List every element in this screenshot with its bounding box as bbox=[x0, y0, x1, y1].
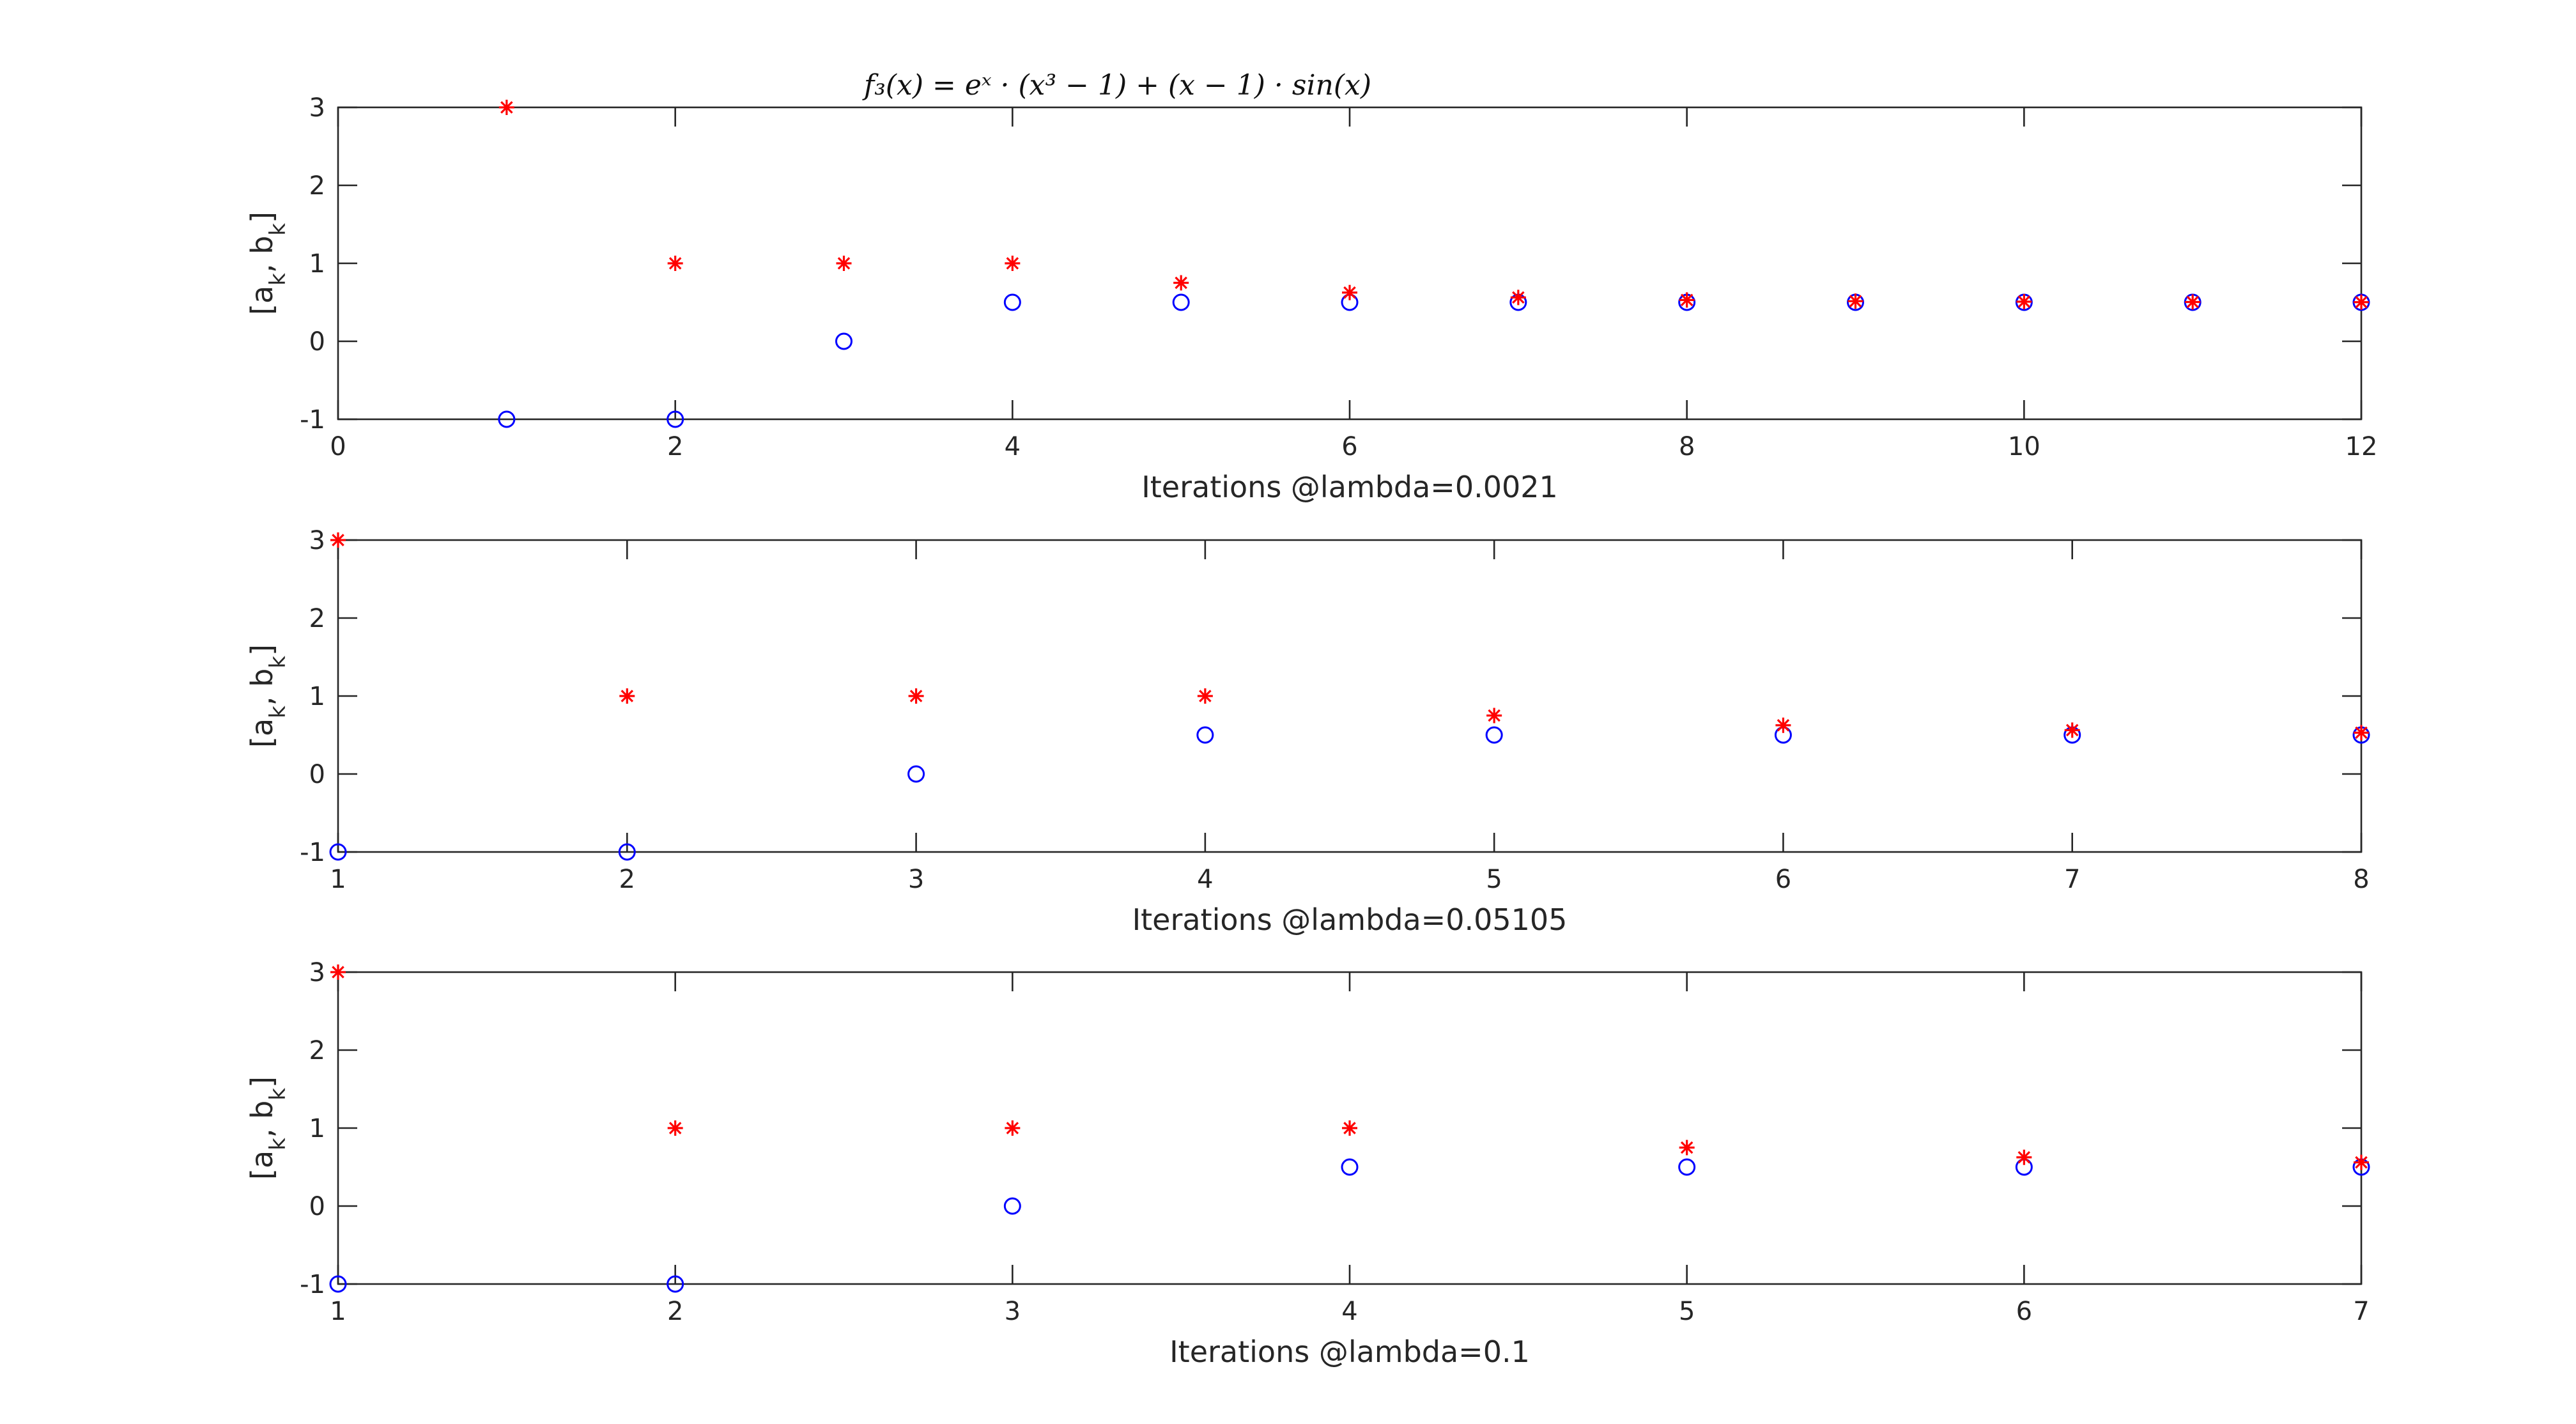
circle-marker bbox=[1003, 1197, 1021, 1215]
x-tick-label: 3 bbox=[908, 865, 924, 894]
star-marker bbox=[1173, 275, 1189, 291]
y-tick-label: 2 bbox=[309, 1036, 325, 1065]
x-tick-label: 5 bbox=[1679, 1297, 1695, 1326]
circle-marker bbox=[835, 332, 852, 350]
star-marker bbox=[1847, 293, 1863, 309]
star-marker bbox=[1486, 708, 1502, 724]
circle-marker bbox=[618, 843, 636, 861]
star-marker bbox=[1342, 1120, 1357, 1136]
y-axis-label: [ak, bk] bbox=[245, 644, 291, 748]
x-tick-label: 5 bbox=[1486, 865, 1502, 894]
y-tick-label: 1 bbox=[309, 682, 325, 711]
star-marker bbox=[498, 100, 514, 115]
star-marker bbox=[2354, 725, 2369, 741]
circle-marker bbox=[1196, 726, 1214, 744]
series-b bbox=[330, 964, 2369, 1170]
x-axis-label: Iterations @lambda=0.1 bbox=[1169, 1335, 1530, 1369]
star-marker bbox=[2354, 294, 2369, 310]
star-marker bbox=[2016, 294, 2032, 310]
series-b bbox=[498, 100, 2369, 310]
y-tick-label: -1 bbox=[300, 405, 325, 435]
y-tick-label: 1 bbox=[309, 1114, 325, 1143]
star-marker bbox=[836, 256, 852, 271]
circle-marker bbox=[498, 410, 516, 428]
y-tick-label: 2 bbox=[309, 171, 325, 201]
circle-marker bbox=[1003, 293, 1021, 311]
y-tick-label: 3 bbox=[309, 526, 325, 555]
x-tick-label: 1 bbox=[330, 1297, 346, 1326]
x-tick-label: 4 bbox=[1341, 1297, 1357, 1326]
x-tick-label: 7 bbox=[2064, 865, 2080, 894]
circle-marker bbox=[329, 843, 347, 861]
star-marker bbox=[908, 688, 924, 704]
series-b bbox=[330, 532, 2369, 741]
x-tick-label: 6 bbox=[1775, 865, 1791, 894]
x-tick-label: 7 bbox=[2353, 1297, 2369, 1326]
figure-title: f₃(x) = eˣ · (x³ − 1) + (x − 1) · sin(x) bbox=[862, 69, 1371, 102]
x-tick-label: 1 bbox=[330, 865, 346, 894]
circle-marker bbox=[667, 410, 684, 428]
x-tick-label: 4 bbox=[1005, 432, 1021, 461]
star-marker bbox=[1197, 688, 1213, 704]
circle-marker bbox=[1485, 726, 1503, 744]
x-axis-label: Iterations @lambda=0.0021 bbox=[1141, 470, 1558, 504]
x-axis-label: Iterations @lambda=0.05105 bbox=[1132, 902, 1568, 937]
x-tick-label: 2 bbox=[667, 1297, 683, 1326]
y-axis-label: [ak, bk] bbox=[245, 212, 291, 315]
y-tick-label: 2 bbox=[309, 604, 325, 633]
y-tick-label: 0 bbox=[309, 1192, 325, 1221]
star-marker bbox=[1679, 1140, 1695, 1156]
star-marker bbox=[330, 532, 346, 548]
y-tick-label: -1 bbox=[300, 1270, 325, 1299]
x-tick-label: 2 bbox=[619, 865, 635, 894]
x-tick-label: 0 bbox=[330, 432, 346, 461]
circle-marker bbox=[1172, 293, 1190, 311]
star-marker bbox=[1005, 256, 1021, 271]
star-marker bbox=[667, 256, 683, 271]
star-marker bbox=[1342, 284, 1357, 300]
x-tick-label: 10 bbox=[2008, 432, 2040, 461]
star-marker bbox=[1005, 1120, 1021, 1136]
x-tick-label: 2 bbox=[667, 432, 683, 461]
y-tick-label: 1 bbox=[309, 249, 325, 279]
x-tick-label: 4 bbox=[1197, 865, 1213, 894]
y-tick-label: 3 bbox=[309, 958, 325, 987]
circle-marker bbox=[1341, 1158, 1359, 1176]
circle-marker bbox=[1678, 1158, 1696, 1176]
star-marker bbox=[1775, 717, 1791, 733]
x-tick-label: 8 bbox=[2353, 865, 2369, 894]
star-marker bbox=[330, 964, 346, 980]
star-marker bbox=[1510, 290, 1526, 306]
star-marker bbox=[2064, 722, 2080, 738]
x-tick-label: 6 bbox=[2016, 1297, 2032, 1326]
y-tick-label: -1 bbox=[300, 838, 325, 867]
star-marker bbox=[619, 688, 635, 704]
circle-marker bbox=[329, 1275, 347, 1293]
x-tick-label: 8 bbox=[1679, 432, 1695, 461]
x-tick-label: 12 bbox=[2345, 432, 2378, 461]
y-tick-label: 0 bbox=[309, 327, 325, 357]
star-marker bbox=[2354, 1154, 2369, 1170]
subplot-3: 1 2 3 4 5 6 7 -1 0 1 2 3 Iterations @lambda=0.1 [ak, … bbox=[245, 958, 2370, 1369]
circle-marker bbox=[907, 765, 925, 783]
y-tick-label: 0 bbox=[309, 760, 325, 789]
star-marker bbox=[2185, 294, 2201, 310]
x-tick-label: 3 bbox=[1005, 1297, 1021, 1326]
y-axis-label: [ak, bk] bbox=[245, 1076, 291, 1180]
x-tick-label: 6 bbox=[1341, 432, 1357, 461]
y-tick-label: 3 bbox=[309, 93, 325, 123]
circle-marker bbox=[667, 1275, 684, 1293]
star-marker bbox=[1679, 292, 1695, 308]
subplot-2: 1 2 3 4 5 6 7 8 -1 0 1 2 3 Iterations @lambda=0.05105… bbox=[245, 526, 2370, 937]
star-marker bbox=[667, 1120, 683, 1136]
star-marker bbox=[2016, 1149, 2032, 1165]
